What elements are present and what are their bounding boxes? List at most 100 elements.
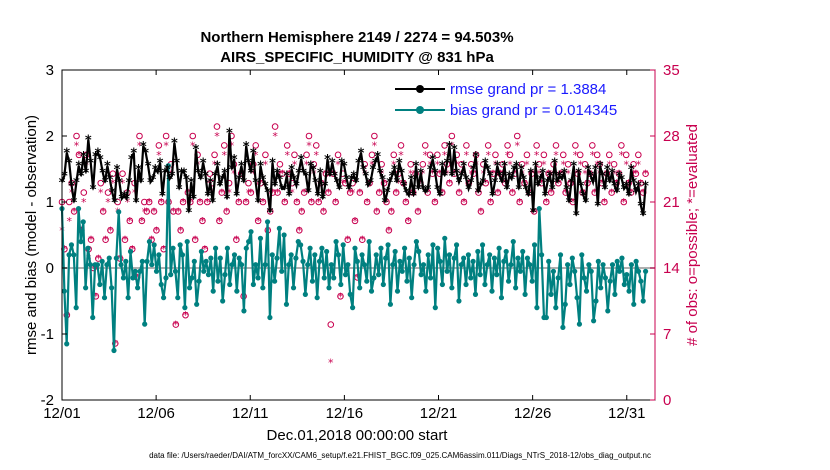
rmse-point: *: [542, 189, 549, 204]
bias-point: [123, 258, 129, 264]
bias-point: [99, 258, 105, 264]
obs-evaluated-marker: *: [534, 149, 540, 162]
obs-possible-marker: [170, 208, 177, 215]
obs-possible-marker: [196, 198, 204, 206]
obs-evaluated-marker: *: [127, 215, 133, 228]
bias-point: [328, 262, 334, 268]
rmse-point: *: [463, 173, 470, 188]
obs-possible-marker: [75, 151, 83, 159]
bias-point: [94, 262, 101, 268]
legend-bias-label: bias grand pr = 0.014345: [450, 102, 617, 119]
rmse-point: *: [570, 160, 577, 175]
bias-point: [71, 252, 77, 258]
rmse-point: *: [441, 170, 448, 185]
y-axis-ticks: -2 -1 0 1 2 3: [41, 62, 67, 409]
rmse-point: *: [118, 193, 125, 208]
rmse-point: *: [475, 186, 482, 201]
rmse-point: *: [97, 153, 104, 168]
y2-axis-ticks: 0 7 14 21 28 35: [650, 62, 680, 409]
obs-possible-marker: [235, 198, 243, 206]
obs-evaluated-marker: *: [490, 168, 496, 181]
bias-point: [539, 252, 545, 258]
bias-point: [80, 219, 86, 225]
obs-evaluated-marker: *: [420, 168, 426, 181]
obs-possible-marker: [543, 198, 550, 206]
y2-axis-label: # of obs: o=possible; *=evaluated: [684, 124, 701, 346]
obs-evaluated-marker: *: [476, 187, 482, 200]
obs-possible-marker: [593, 151, 601, 159]
obs-evaluated-marker: *: [282, 196, 288, 209]
bias-point: [406, 255, 412, 261]
bias-point: [605, 308, 611, 314]
rmse-point: *: [499, 176, 506, 191]
bias-point: [640, 298, 646, 304]
bias-point: [430, 242, 436, 248]
obs-possible-marker: [220, 142, 228, 149]
bias-point: [220, 298, 226, 304]
bias-point: [444, 268, 450, 274]
rmse-point: *: [568, 176, 575, 191]
bias-point: [73, 305, 79, 311]
obs-evaluated-marker: *: [134, 271, 140, 284]
bias-point: [442, 235, 448, 241]
obs-evaluated-marker: *: [483, 177, 489, 190]
bias-point: [624, 272, 630, 278]
rmse-point: *: [642, 180, 649, 195]
obs-possible-marker: [397, 142, 405, 149]
obs-evaluated-marker: *: [91, 262, 97, 275]
bias-point: [340, 242, 346, 248]
obs-evaluated-marker: *: [638, 177, 644, 190]
bias-point: [293, 255, 299, 261]
rmse-point: *: [324, 153, 331, 168]
bias-point: [246, 239, 252, 245]
rmse-point: *: [250, 147, 257, 162]
rmse-point: *: [508, 173, 515, 188]
rmse-point: *: [539, 166, 546, 181]
obs-possible-marker: [291, 151, 298, 159]
obs-possible-marker: [540, 151, 548, 159]
bias-point: [522, 291, 528, 297]
bias-point: [331, 275, 337, 281]
rmse-point: *: [408, 173, 415, 188]
obs-possible-marker: [327, 321, 335, 328]
bias-point: [548, 291, 554, 297]
rmse-point: *: [298, 153, 305, 168]
rmse-point: *: [85, 133, 92, 148]
bias-point: [420, 262, 427, 268]
rmse-point: *: [358, 147, 365, 162]
bias-point: [569, 255, 575, 261]
rmse-point: *: [525, 189, 532, 204]
bias-point: [175, 295, 181, 301]
obs-possible-marker: [564, 160, 572, 168]
x-axis-ticks: 12/01 12/06 12/11 12/16 12/21 12/26 12/31: [43, 70, 646, 422]
rmse-point: *: [403, 186, 410, 201]
obs-possible-marker: [95, 255, 102, 262]
obs-evaluated-marker: *: [236, 196, 242, 209]
rmse-point: *: [415, 183, 422, 198]
y2-tick-label: 7: [663, 326, 671, 343]
rmse-point: *: [159, 189, 166, 204]
bias-point: [342, 272, 349, 278]
x-tick-label: 12/16: [326, 405, 364, 422]
bias-point: [352, 245, 358, 251]
bias-point: [338, 281, 344, 288]
bias-point: [600, 262, 606, 268]
bias-point: [144, 258, 150, 264]
rmse-point: *: [587, 170, 594, 185]
bias-point: [182, 305, 188, 311]
obs-possible-marker: [97, 179, 105, 187]
rmse-point: *: [503, 183, 510, 198]
obs-possible-marker: [375, 189, 383, 196]
obs-possible-marker: [206, 170, 214, 178]
bias-point: [475, 248, 481, 255]
obs-evaluated-marker: *: [88, 234, 94, 247]
obs-possible-marker: [332, 198, 339, 206]
bias-point: [534, 305, 540, 311]
obs-possible-marker: [274, 189, 281, 196]
rmse-point: *: [305, 186, 312, 201]
rmse-point: *: [87, 156, 94, 171]
rmse-point: *: [616, 170, 623, 185]
y2-tick-label: 14: [663, 260, 680, 277]
rmse-point: *: [126, 176, 133, 191]
obs-evaluated-marker: *: [71, 205, 77, 218]
